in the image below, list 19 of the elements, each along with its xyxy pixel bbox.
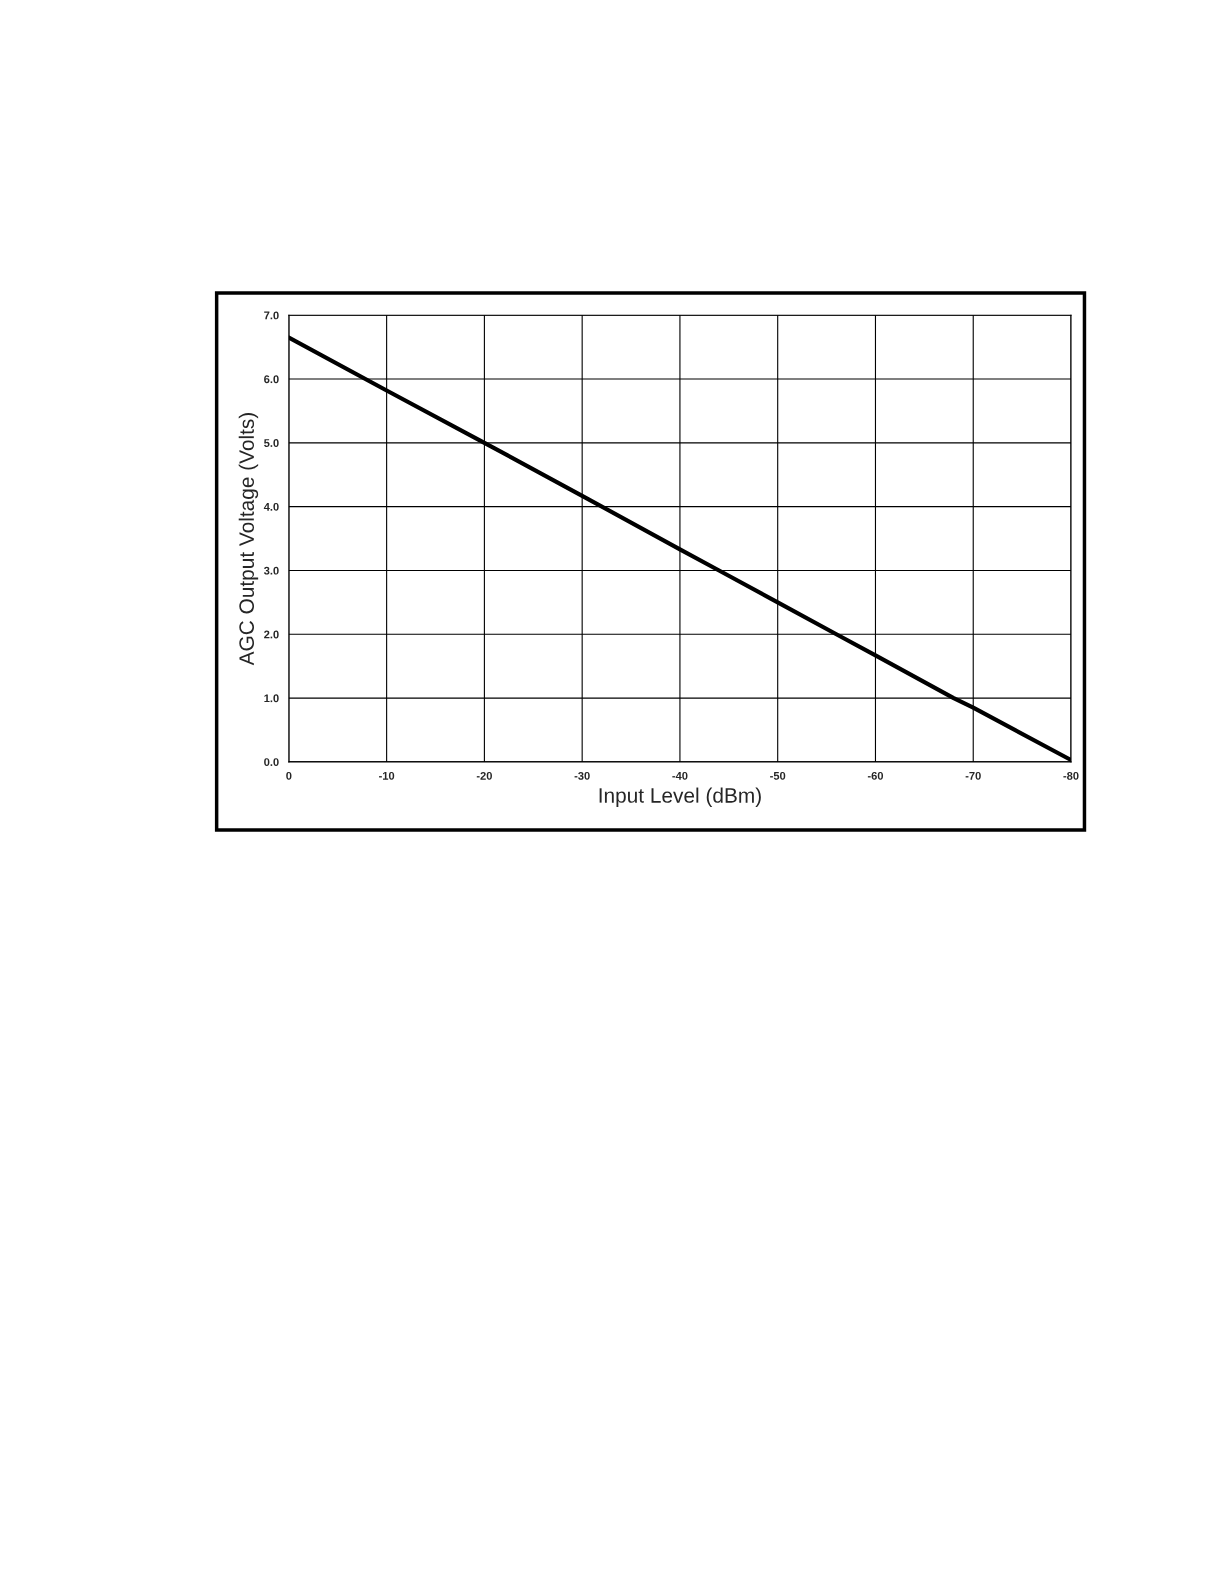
y-tick-label: 6.0 xyxy=(264,375,279,384)
x-tick-label: -20 xyxy=(476,771,492,780)
y-tick-label: 7.0 xyxy=(264,311,279,320)
y-tick-label: 1.0 xyxy=(264,694,279,703)
y-tick-label: 3.0 xyxy=(263,566,279,575)
y-tick-label: 4.0 xyxy=(263,502,279,511)
x-tick-label: -80 xyxy=(1063,771,1079,780)
x-tick-label: -50 xyxy=(770,771,786,780)
x-tick-label: 0 xyxy=(286,771,292,780)
x-axis-title: Input Level (dBm) xyxy=(599,787,761,807)
x-tick-label: -70 xyxy=(965,771,981,780)
x-tick-label: -10 xyxy=(379,771,395,780)
x-tick-label: -30 xyxy=(574,771,590,780)
y-tick-label: 5.0 xyxy=(264,439,279,447)
x-tick-label: -60 xyxy=(867,771,884,780)
y-axis-title: AGC Output Voltage (Volts) xyxy=(238,413,259,666)
y-tick-label: 2.0 xyxy=(264,630,279,639)
y-tick-label: 0.0 xyxy=(264,758,279,767)
x-tick-label: -40 xyxy=(672,771,688,780)
